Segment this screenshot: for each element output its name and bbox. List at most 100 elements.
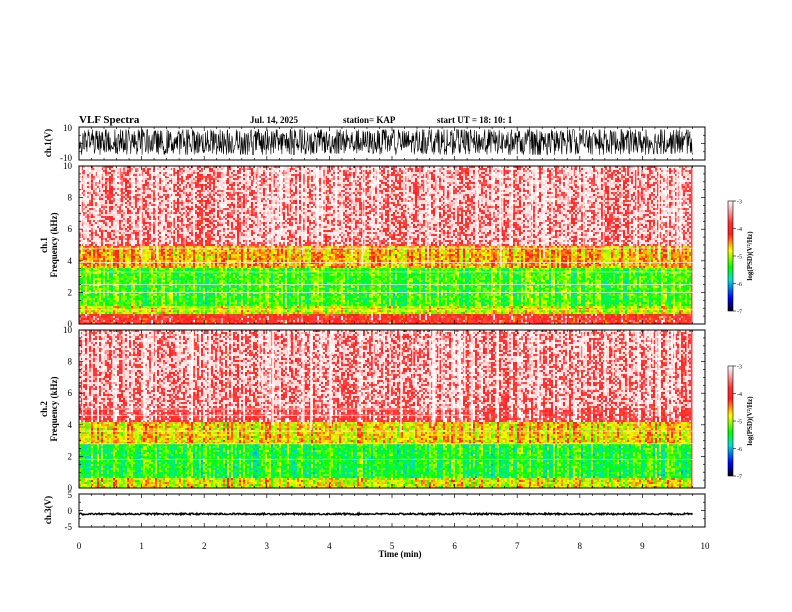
spectrogram-pixel: [83, 304, 85, 306]
spectrogram-pixel: [101, 296, 103, 298]
spectrogram-pixel: [89, 186, 91, 188]
spectrogram-pixel: [101, 232, 103, 234]
spectrogram-pixel: [91, 278, 93, 280]
spectrogram-pixel: [99, 286, 101, 288]
spectrogram-pixel: [91, 200, 93, 202]
spectrogram-pixel: [95, 260, 97, 262]
spectrogram-pixel: [83, 226, 85, 228]
spectrogram-pixel: [95, 288, 97, 290]
spectrogram-pixel: [95, 186, 97, 188]
spectrogram-pixel: [81, 256, 83, 258]
spectrogram-pixel: [83, 240, 85, 242]
spectrogram-pixel: [97, 222, 99, 224]
spectrogram-pixel: [91, 176, 93, 178]
spectrogram-pixel: [91, 172, 93, 174]
vlf-figure: VLF Spectra Jul. 14, 2025 station= KAP s…: [0, 0, 792, 612]
spectrogram-pixel: [89, 312, 91, 314]
spectrogram-pixel: [81, 294, 83, 296]
spectrogram-pixel: [95, 320, 97, 322]
spectrogram-pixel: [87, 218, 89, 220]
spectrogram-pixel: [89, 276, 91, 278]
spectrogram-pixel: [87, 288, 89, 290]
spectrogram-pixel: [85, 314, 87, 316]
spectrogram-pixel: [83, 316, 85, 318]
spectrogram-pixel: [99, 242, 101, 244]
spectrogram-pixel: [89, 200, 91, 202]
spectrogram-pixel: [99, 290, 101, 292]
spectrogram-pixel: [93, 218, 95, 220]
spectrogram-pixel: [85, 302, 87, 304]
spectrogram-pixel: [91, 216, 93, 218]
spectrogram-pixel: [83, 198, 85, 200]
spectrogram-pixel: [95, 176, 97, 178]
spectrogram-pixel: [97, 272, 99, 274]
spectrogram-pixel: [81, 298, 83, 300]
spectrogram-pixel: [97, 220, 99, 222]
spectrogram-pixel: [101, 210, 103, 212]
spectrogram-pixel: [87, 274, 89, 276]
spectrogram-pixel: [99, 234, 101, 236]
spectrogram-pixel: [91, 234, 93, 236]
spectrogram-pixel: [89, 298, 91, 300]
spectrogram-pixel: [101, 214, 103, 216]
spectrogram-pixel: [103, 294, 105, 296]
spectrogram-pixel: [87, 242, 89, 244]
spectrogram-pixel: [99, 240, 101, 242]
spectrogram-pixel: [93, 204, 95, 206]
spectrogram-pixel: [89, 176, 91, 178]
spectrogram-pixel: [103, 230, 105, 232]
spectrogram-pixel: [89, 306, 91, 308]
spectrogram-pixel: [91, 242, 93, 244]
spectrogram-pixel: [91, 232, 93, 234]
spectrogram-pixel: [95, 192, 97, 194]
spectrogram-pixel: [93, 302, 95, 304]
spectrogram-pixel: [89, 296, 91, 298]
spectrogram-pixel: [85, 174, 87, 176]
spectrogram-pixel: [87, 214, 89, 216]
spectrogram-pixel: [99, 222, 101, 224]
spectrogram-pixel: [85, 238, 87, 240]
spectrogram-pixel: [101, 204, 103, 206]
spectrogram-pixel: [99, 246, 101, 248]
spectrogram-pixel: [99, 298, 101, 300]
spectrogram-pixel: [93, 214, 95, 216]
spectrogram-pixel: [97, 168, 99, 170]
spectrogram-pixel: [85, 214, 87, 216]
spectrogram-pixel: [85, 194, 87, 196]
spectrogram-pixel: [95, 286, 97, 288]
spectrogram-pixel: [95, 304, 97, 306]
spectrogram-pixel: [101, 282, 103, 284]
spectrogram-pixel: [101, 224, 103, 226]
spectrogram-pixel: [91, 246, 93, 248]
spectrogram-pixel: [93, 236, 95, 238]
spectrogram-pixel: [89, 196, 91, 198]
ch1-spectrogram-panel: 1086420 ch.1 Frequency (kHz): [39, 161, 705, 329]
spectrogram-pixel: [85, 316, 87, 318]
spectrogram-pixel: [95, 194, 97, 196]
spectrogram-pixel: [95, 220, 97, 222]
spectrogram-pixel: [95, 178, 97, 180]
spectrogram-pixel: [95, 276, 97, 278]
spectrogram-pixel: [87, 204, 89, 206]
spectrogram-pixel: [87, 176, 89, 178]
spectrogram-pixel: [103, 218, 105, 220]
spectrogram-pixel: [81, 266, 83, 268]
spectrogram-pixel: [99, 224, 101, 226]
spectrogram-pixel: [99, 316, 101, 318]
spectrogram-pixel: [89, 178, 91, 180]
spectrogram-pixel: [97, 236, 99, 238]
spectrogram-pixel: [101, 302, 103, 304]
spectrogram-pixel: [85, 208, 87, 210]
spectrogram-pixel: [83, 288, 85, 290]
spectrogram-pixel: [89, 280, 91, 282]
spectrogram-pixel: [97, 178, 99, 180]
spectrogram-pixel: [95, 216, 97, 218]
spectrogram-pixel: [99, 300, 101, 302]
spectrogram-pixel: [91, 194, 93, 196]
spectrogram-pixel: [99, 294, 101, 296]
spectrogram-pixel: [91, 276, 93, 278]
spectrogram-pixel: [101, 236, 103, 238]
spectrogram-pixel: [89, 192, 91, 194]
spectrogram-pixel: [85, 268, 87, 270]
spectrogram-pixel: [81, 306, 83, 308]
